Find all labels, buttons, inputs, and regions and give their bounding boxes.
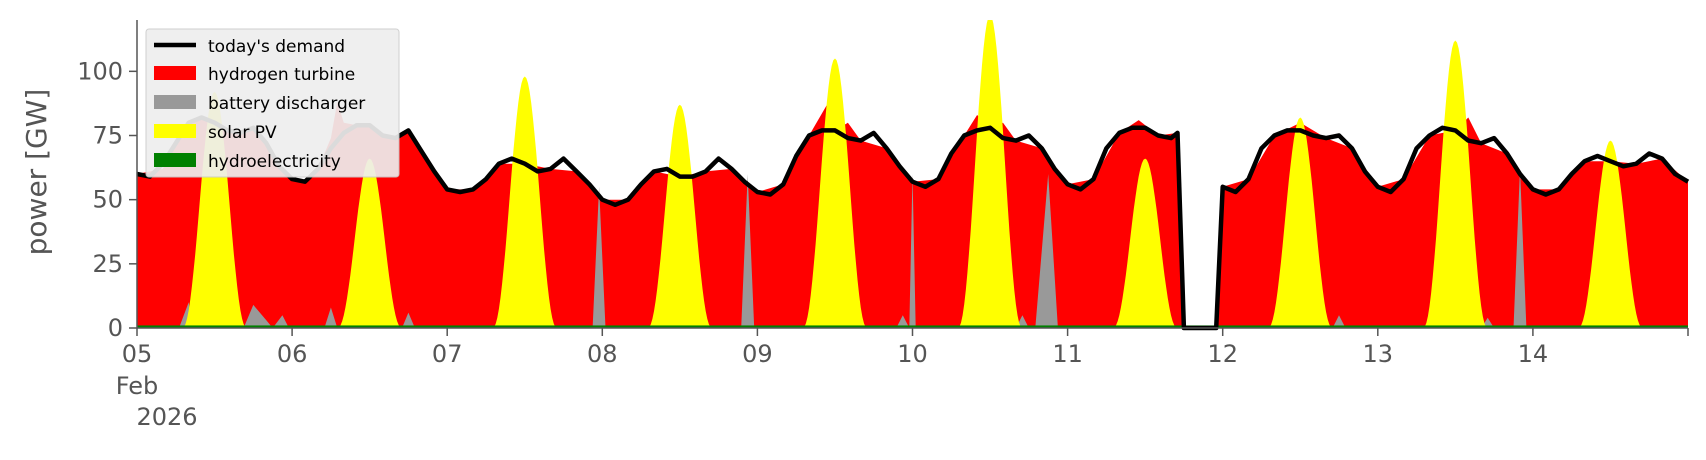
x-tick-label-09: 09 — [742, 340, 773, 368]
legend-label-hydro: hydroelectricity — [208, 152, 341, 172]
legend-label-solar: solar PV — [208, 123, 277, 143]
x-tick-label-12: 12 — [1207, 340, 1238, 368]
series-solar-pv-area-day-1 — [182, 91, 247, 328]
y-tick-label-75: 75 — [92, 122, 123, 150]
legend-label-demand: today's demand — [208, 37, 345, 57]
legend-label-hydrogen: hydrogen turbine — [208, 65, 355, 85]
series-solar-pv-area-day-6 — [957, 20, 1023, 328]
x-tick-label-07: 07 — [432, 340, 463, 368]
series-solar-pv-area-day-2 — [337, 158, 402, 328]
axes: 0 25 50 75 100 05 06 07 08 09 10 11 12 13 14 Feb 2026 — [77, 20, 1689, 431]
series-solar-pv-area-day-3 — [492, 76, 558, 328]
x-tick-label-10: 10 — [897, 340, 928, 368]
series-solar-pv-area-day-5 — [802, 58, 868, 328]
series-hydroelectricity-area — [137, 325, 1688, 328]
x-tick-label-13: 13 — [1363, 340, 1394, 368]
legend-frame — [145, 28, 400, 178]
legend-swatch-solar — [154, 124, 196, 138]
series-solar-pv-area-day-4 — [647, 104, 713, 328]
y-axis-label: power [GW] — [20, 89, 53, 256]
x-tick-label-05: 05 — [122, 340, 153, 368]
legend-swatch-hydro — [154, 153, 196, 167]
legend-label-battery: battery discharger — [208, 94, 365, 114]
series-solar-pv-area-day-10 — [1578, 140, 1643, 328]
y-tick-label-100: 100 — [77, 57, 123, 85]
series-solar-pv-area-day-9 — [1423, 40, 1488, 328]
stacked-areas — [137, 20, 1688, 328]
series-battery-discharger-area — [179, 168, 1688, 328]
y-tick-label-0: 0 — [108, 314, 123, 342]
x-tick-sublabel-year: 2026 — [136, 403, 197, 431]
y-tick-label-50: 50 — [92, 186, 123, 214]
x-tick-label-08: 08 — [587, 340, 618, 368]
x-tick-sublabel-month: Feb — [116, 372, 159, 400]
series-solar-pv-area-day-7 — [1112, 158, 1178, 328]
x-tick-label-06: 06 — [277, 340, 308, 368]
legend-swatch-battery — [154, 95, 196, 109]
series-solar-pv-area-day-8 — [1267, 117, 1333, 328]
y-tick-label-25: 25 — [92, 250, 123, 278]
legend-swatch-hydrogen — [154, 66, 196, 80]
legend: today's demand hydrogen turbine battery … — [145, 28, 400, 178]
x-tick-label-14: 14 — [1518, 340, 1549, 368]
x-tick-label-11: 11 — [1052, 340, 1083, 368]
